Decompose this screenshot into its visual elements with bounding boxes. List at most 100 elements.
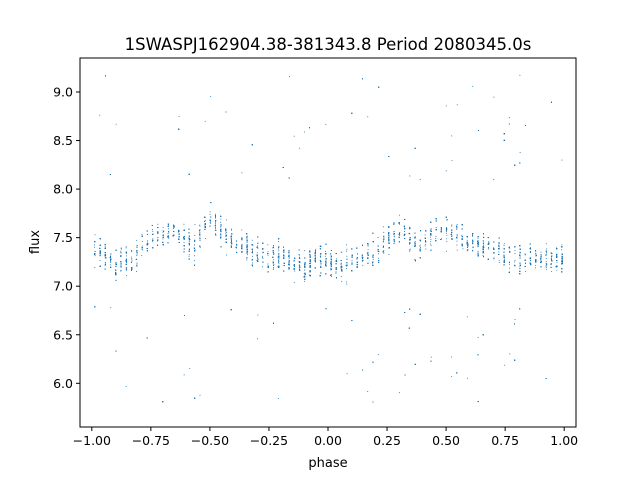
data-point [225, 232, 227, 234]
data-point [210, 222, 212, 224]
data-point [125, 275, 127, 277]
data-point [141, 233, 143, 235]
data-point [393, 235, 395, 237]
data-point [346, 250, 347, 252]
data-point [309, 255, 311, 257]
data-point [246, 245, 248, 247]
data-point [167, 234, 169, 236]
data-point [414, 240, 416, 242]
data-point [278, 241, 280, 242]
data-point [115, 273, 117, 275]
data-point [267, 254, 269, 256]
data-point [288, 250, 290, 251]
data-point [194, 249, 195, 251]
data-point [346, 263, 348, 265]
data-point [104, 254, 106, 256]
data-point [193, 260, 195, 262]
data-point [115, 270, 117, 272]
data-point [514, 250, 516, 252]
data-point [472, 239, 474, 241]
data-point [450, 356, 452, 358]
data-point [378, 253, 380, 255]
data-point [545, 262, 547, 264]
data-point [514, 265, 516, 267]
data-point [393, 231, 395, 233]
data-point [304, 250, 306, 252]
data-point [136, 271, 137, 273]
data-point [104, 262, 106, 264]
data-point [162, 226, 164, 228]
data-point [477, 246, 479, 248]
data-point [309, 254, 311, 256]
data-point [493, 247, 495, 249]
data-point [419, 179, 421, 180]
data-point [535, 265, 537, 267]
data-point [430, 244, 432, 246]
data-point [168, 237, 170, 239]
data-point [514, 253, 516, 254]
data-point [230, 246, 232, 248]
data-point [399, 214, 400, 216]
data-point [136, 245, 138, 246]
data-point [330, 269, 332, 271]
data-point [199, 225, 201, 227]
data-point [199, 235, 201, 237]
data-point [514, 260, 516, 262]
data-point [141, 241, 143, 242]
data-point [215, 224, 217, 226]
data-point [519, 268, 521, 270]
data-point [351, 259, 353, 261]
data-point [110, 307, 112, 309]
data-point [503, 243, 505, 245]
data-point [545, 266, 547, 268]
data-point [246, 235, 248, 237]
data-point [451, 375, 453, 377]
data-point [298, 268, 300, 270]
data-point [419, 244, 421, 246]
data-point [262, 256, 264, 258]
data-point [199, 229, 201, 230]
data-point [267, 244, 269, 246]
data-point [409, 226, 411, 228]
data-point [451, 135, 453, 137]
data-point [461, 234, 463, 236]
data-point [388, 247, 390, 249]
data-point [288, 250, 290, 252]
data-point [141, 255, 143, 257]
chart-title: 1SWASPJ162904.38-381343.8 Period 2080345… [125, 35, 532, 54]
data-point [256, 252, 258, 254]
data-point [188, 254, 190, 256]
data-point [162, 229, 164, 231]
data-point [383, 226, 384, 228]
data-point [303, 273, 305, 275]
data-point [278, 250, 280, 252]
data-point [336, 258, 337, 260]
data-point [267, 251, 269, 253]
data-point [561, 159, 563, 161]
data-point [173, 227, 175, 229]
data-point [246, 259, 248, 261]
data-point [535, 253, 537, 255]
data-point [477, 245, 479, 247]
data-point [236, 245, 238, 247]
data-point [262, 257, 264, 259]
data-point [545, 268, 547, 270]
data-point [341, 271, 343, 272]
data-point [341, 281, 343, 283]
data-point [550, 264, 552, 266]
data-point [251, 239, 253, 241]
data-point [545, 258, 547, 260]
data-point [220, 231, 222, 233]
data-point [440, 229, 442, 231]
data-point [231, 243, 232, 245]
data-point [194, 255, 195, 257]
data-point [451, 159, 453, 161]
data-point [351, 270, 353, 272]
data-point [278, 248, 279, 250]
data-point [561, 256, 563, 258]
data-point [456, 236, 458, 238]
data-point [519, 74, 521, 76]
data-point [441, 230, 442, 232]
data-point [99, 255, 101, 257]
data-point [257, 247, 259, 249]
